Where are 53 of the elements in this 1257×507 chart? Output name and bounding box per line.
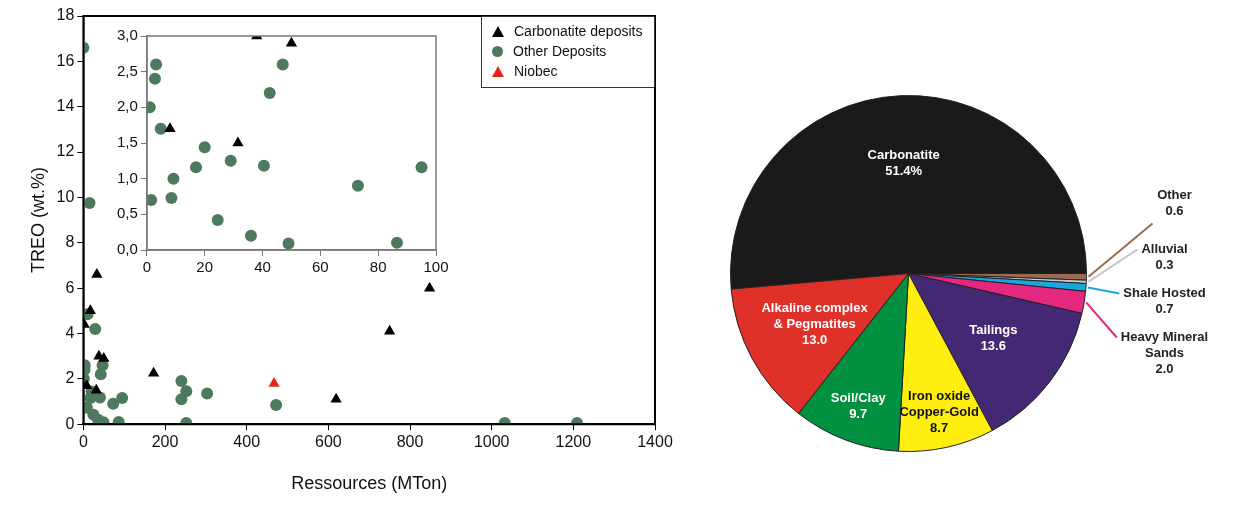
y-tick-label: 0 [65, 414, 75, 432]
y-tick-label: 10 [56, 187, 75, 205]
y-tick-label: 18 [56, 6, 75, 24]
x-tick-label: 0 [78, 433, 88, 451]
data-label: 13.6 [980, 338, 1006, 354]
y-tick-label: 8 [65, 233, 75, 251]
y-tick-label: 2,5 [116, 61, 138, 79]
x-tick-label: 1000 [473, 433, 510, 451]
data-label: 0.7 [1155, 301, 1174, 317]
slice-label: Shale Hosted [1123, 285, 1206, 301]
data-label: 8.7 [930, 420, 949, 436]
x-tick-label: 200 [151, 433, 179, 451]
y-tick-label: 0,5 [116, 204, 138, 222]
legend-label: Carbonatite deposits [514, 23, 643, 39]
y-tick-label: 3,0 [116, 26, 138, 44]
x-tick-label: 40 [254, 258, 271, 276]
x-tick-label: 100 [423, 258, 449, 276]
slice-label: Tailings [969, 322, 1018, 338]
x-tick-label: 0 [142, 258, 152, 276]
y-tick-label: 4 [65, 323, 75, 341]
y-tick-label: 0,0 [116, 240, 138, 258]
data-label: 0.3 [1155, 257, 1174, 273]
x-tick-label: 80 [369, 258, 387, 276]
data-label: 0.6 [1165, 203, 1184, 219]
data-label: 2.0 [1155, 361, 1174, 377]
slice-label: Carbonatite [867, 146, 940, 162]
y-tick-label: 14 [56, 97, 75, 115]
legend-label: Other Deposits [513, 43, 607, 59]
x-tick-label: 800 [396, 433, 424, 451]
y-axis-title: TREO (wt.%) [27, 167, 48, 274]
y-tick-label: 6 [65, 278, 75, 296]
x-axis-title: Ressources (MTon) [291, 473, 448, 494]
data-label: 51.4% [885, 162, 923, 178]
x-tick-label: 1400 [637, 433, 673, 451]
slice-label: Soil/Clay [830, 390, 887, 406]
y-tick-label: 1,5 [116, 133, 138, 151]
y-tick-label: 1,0 [116, 168, 138, 186]
x-tick-label: 1200 [555, 433, 592, 451]
slice-label: Alluvial [1141, 241, 1188, 257]
x-tick-label: 400 [233, 433, 261, 451]
y-tick-label: 2,0 [116, 97, 138, 115]
x-tick-label: 60 [312, 258, 329, 276]
legend-label: Niobec [514, 63, 558, 79]
data-label: 13.0 [801, 331, 828, 347]
data-label: 9.7 [849, 406, 868, 422]
slice-label: Other [1157, 187, 1192, 203]
x-tick-label: 20 [196, 258, 214, 276]
y-tick-label: 12 [56, 142, 75, 160]
y-tick-label: 2 [65, 369, 75, 387]
y-tick-label: 16 [56, 51, 75, 69]
x-tick-label: 600 [315, 433, 342, 451]
slice-label: Alkaline complex & Pegmatites [761, 299, 869, 331]
slice-label: Heavy Mineral Sands [1120, 329, 1209, 361]
